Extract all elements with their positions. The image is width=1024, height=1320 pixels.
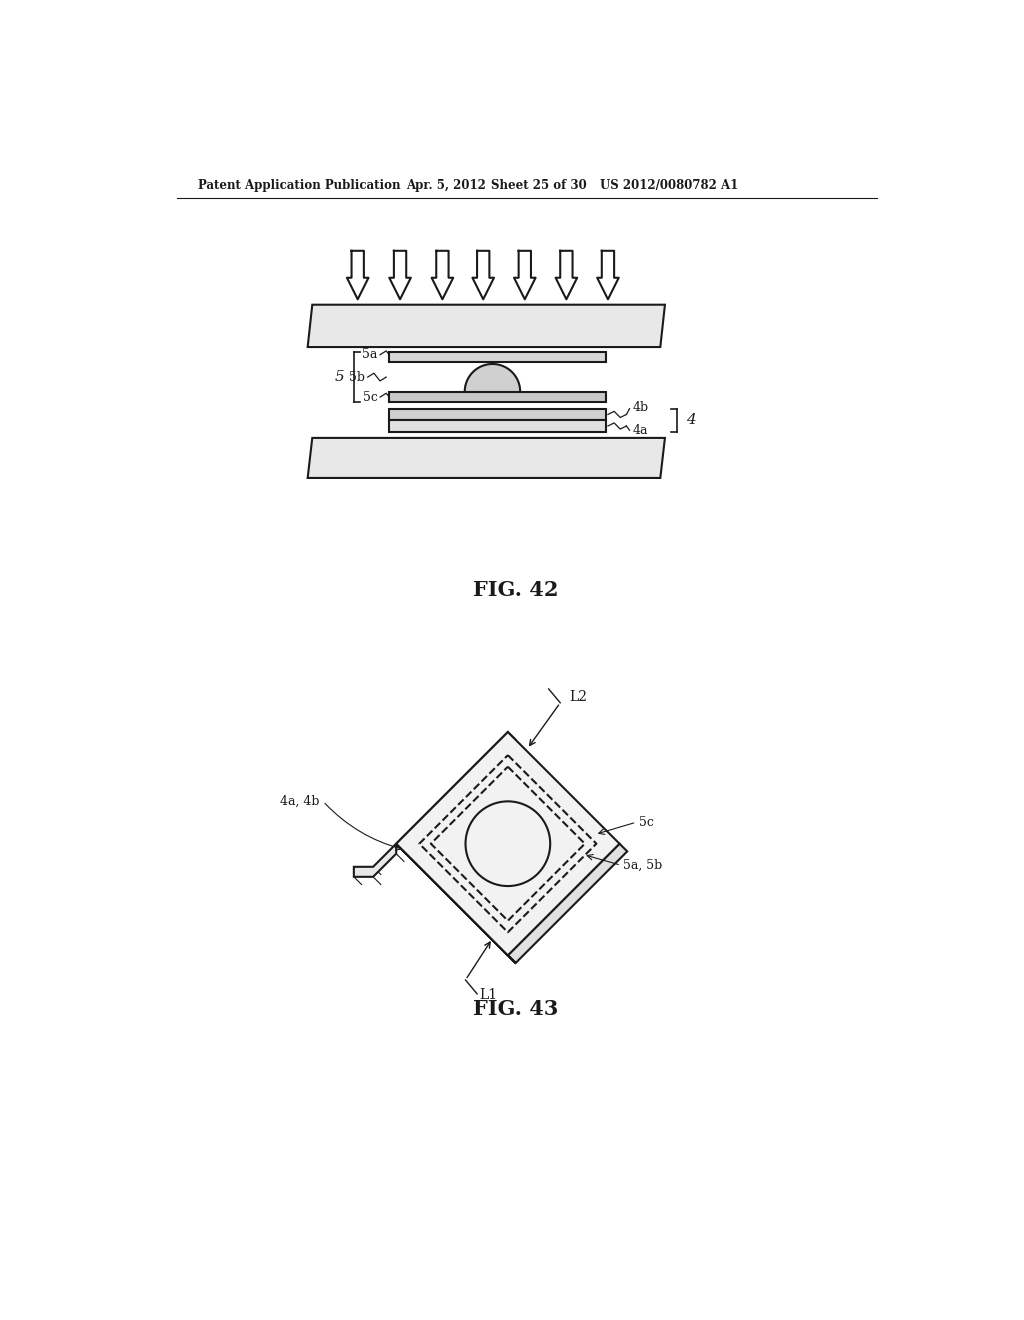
Polygon shape — [389, 251, 411, 300]
Text: Apr. 5, 2012: Apr. 5, 2012 — [407, 178, 486, 191]
Polygon shape — [388, 409, 606, 420]
Text: FIG. 42: FIG. 42 — [473, 579, 558, 599]
Text: 4a: 4a — [633, 424, 648, 437]
Polygon shape — [388, 352, 606, 363]
Text: FIG. 43: FIG. 43 — [473, 999, 558, 1019]
Polygon shape — [508, 843, 628, 964]
Text: L2: L2 — [569, 689, 588, 704]
Text: 4: 4 — [686, 413, 696, 428]
Text: 4b: 4b — [633, 400, 649, 413]
Polygon shape — [307, 305, 665, 347]
Polygon shape — [354, 843, 396, 876]
Polygon shape — [307, 438, 665, 478]
Text: L1: L1 — [479, 989, 498, 1002]
Text: 5a, 5b: 5a, 5b — [624, 859, 663, 871]
Text: Sheet 25 of 30: Sheet 25 of 30 — [490, 178, 587, 191]
Polygon shape — [396, 843, 515, 964]
Polygon shape — [556, 251, 578, 300]
Polygon shape — [597, 251, 618, 300]
Text: US 2012/0080782 A1: US 2012/0080782 A1 — [600, 178, 738, 191]
Polygon shape — [388, 392, 606, 403]
Polygon shape — [465, 364, 520, 392]
Polygon shape — [432, 251, 454, 300]
Polygon shape — [514, 251, 536, 300]
Polygon shape — [396, 733, 515, 851]
Text: 4a, 4b: 4a, 4b — [280, 795, 319, 808]
Text: 5: 5 — [335, 371, 345, 384]
Polygon shape — [472, 251, 494, 300]
Text: 5c: 5c — [362, 391, 378, 404]
Polygon shape — [396, 733, 620, 956]
Text: Patent Application Publication: Patent Application Publication — [199, 178, 400, 191]
Text: 5a: 5a — [362, 348, 378, 362]
Polygon shape — [347, 251, 369, 300]
Text: 5c: 5c — [639, 816, 653, 829]
Text: 5b: 5b — [349, 371, 366, 384]
Polygon shape — [388, 420, 606, 432]
